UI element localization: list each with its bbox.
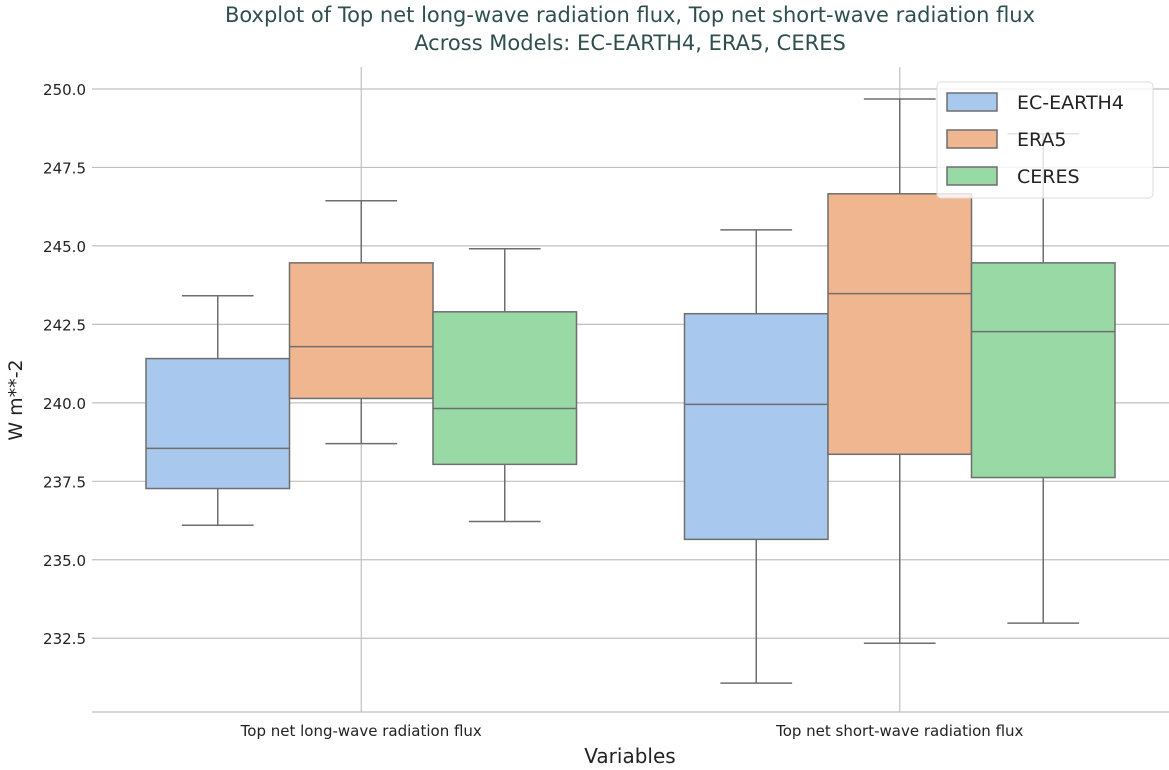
y-axis: 232.5 235.0 237.5 240.0 242.5 245.0 247.5 250.0 xyxy=(43,81,86,648)
box-iqr xyxy=(970,262,1116,479)
legend-swatch xyxy=(946,166,998,186)
boxes xyxy=(145,98,1116,684)
y-axis-label: W m**-2 xyxy=(5,359,27,440)
y-tick-label: 240.0 xyxy=(43,395,86,413)
legend-label: CERES xyxy=(1017,166,1080,188)
chart-subtitle: Across Models: EC-EARTH4, ERA5, CERES xyxy=(414,31,846,55)
legend: EC-EARTH4 ERA5 CERES xyxy=(936,81,1154,199)
box-ceres xyxy=(970,133,1116,624)
box-iqr xyxy=(145,357,291,490)
box-iqr xyxy=(683,312,829,541)
y-tick-label: 250.0 xyxy=(43,81,86,99)
box-era5 xyxy=(288,199,434,445)
box-ec-earth4 xyxy=(145,295,291,526)
legend-label: EC-EARTH4 xyxy=(1017,92,1124,114)
chart-title: Boxplot of Top net long-wave radiation f… xyxy=(225,3,1035,27)
x-tick-label: Top net long-wave radiation flux xyxy=(240,722,482,740)
box-iqr xyxy=(432,311,578,466)
legend-swatch xyxy=(946,92,998,112)
x-axis-label: Variables xyxy=(584,744,675,766)
x-tick-label: Top net short-wave radiation flux xyxy=(775,722,1023,740)
y-tick-label: 245.0 xyxy=(43,238,86,256)
y-tick-label: 237.5 xyxy=(43,473,86,491)
y-tick-label: 232.5 xyxy=(43,630,86,648)
y-tick-label: 235.0 xyxy=(43,552,86,570)
box-era5 xyxy=(827,98,973,645)
box-ceres xyxy=(432,247,578,523)
x-axis: Top net long-wave radiation flux Top net … xyxy=(240,722,1024,740)
box-ec-earth4 xyxy=(683,229,829,684)
y-tick-label: 242.5 xyxy=(43,316,86,334)
box-iqr xyxy=(827,193,973,456)
legend-label: ERA5 xyxy=(1017,129,1067,151)
box-iqr xyxy=(288,262,434,400)
legend-swatch xyxy=(946,129,998,149)
y-tick-label: 247.5 xyxy=(43,159,86,177)
